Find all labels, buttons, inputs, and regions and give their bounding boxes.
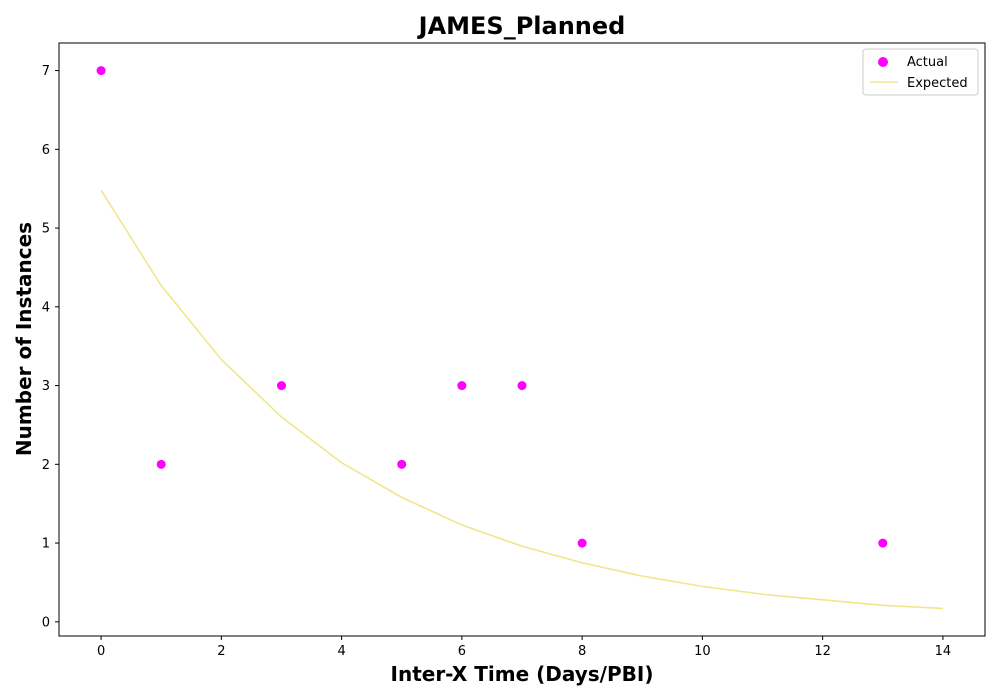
scatter-point-actual-0 bbox=[96, 66, 106, 76]
x-tick-label-2: 2 bbox=[217, 644, 225, 659]
x-axis-title: Inter-X Time (Days/PBI) bbox=[391, 662, 654, 686]
y-tick-label-7: 7 bbox=[42, 64, 50, 79]
scatter-point-actual-6 bbox=[577, 538, 587, 548]
x-tick-label-10: 10 bbox=[694, 644, 711, 659]
scatter-point-actual-1 bbox=[156, 459, 166, 469]
y-axis-title: Number of Instances bbox=[12, 222, 36, 456]
scatter-point-actual-3 bbox=[397, 459, 407, 469]
legend-label-expected: Expected bbox=[907, 76, 968, 91]
y-tick-label-0: 0 bbox=[42, 615, 50, 630]
y-tick-label-6: 6 bbox=[42, 143, 50, 158]
scatter-point-actual-5 bbox=[517, 381, 527, 391]
plot-frame bbox=[58, 42, 986, 637]
scatter-point-actual-4 bbox=[457, 381, 467, 391]
x-tick-label-0: 0 bbox=[97, 644, 105, 659]
legend-label-actual: Actual bbox=[907, 55, 948, 70]
x-tick-label-12: 12 bbox=[814, 644, 831, 659]
x-tick-label-4: 4 bbox=[337, 644, 345, 659]
scatter-point-actual-7 bbox=[878, 538, 888, 548]
x-tick-label-8: 8 bbox=[578, 644, 586, 659]
y-tick-label-1: 1 bbox=[42, 537, 50, 552]
legend-marker-actual bbox=[878, 57, 888, 67]
scatter-point-actual-2 bbox=[276, 381, 286, 391]
x-tick-label-14: 14 bbox=[935, 644, 952, 659]
y-tick-label-2: 2 bbox=[42, 458, 50, 473]
y-tick-label-4: 4 bbox=[42, 300, 50, 315]
x-tick-label-6: 6 bbox=[458, 644, 466, 659]
y-tick-label-5: 5 bbox=[42, 222, 50, 237]
series-line-expected bbox=[100, 189, 943, 610]
legend-box bbox=[862, 48, 979, 96]
legend: Actual Expected bbox=[862, 48, 979, 96]
y-tick-label-3: 3 bbox=[42, 379, 50, 394]
chart-title: JAMES_Planned bbox=[417, 12, 626, 40]
